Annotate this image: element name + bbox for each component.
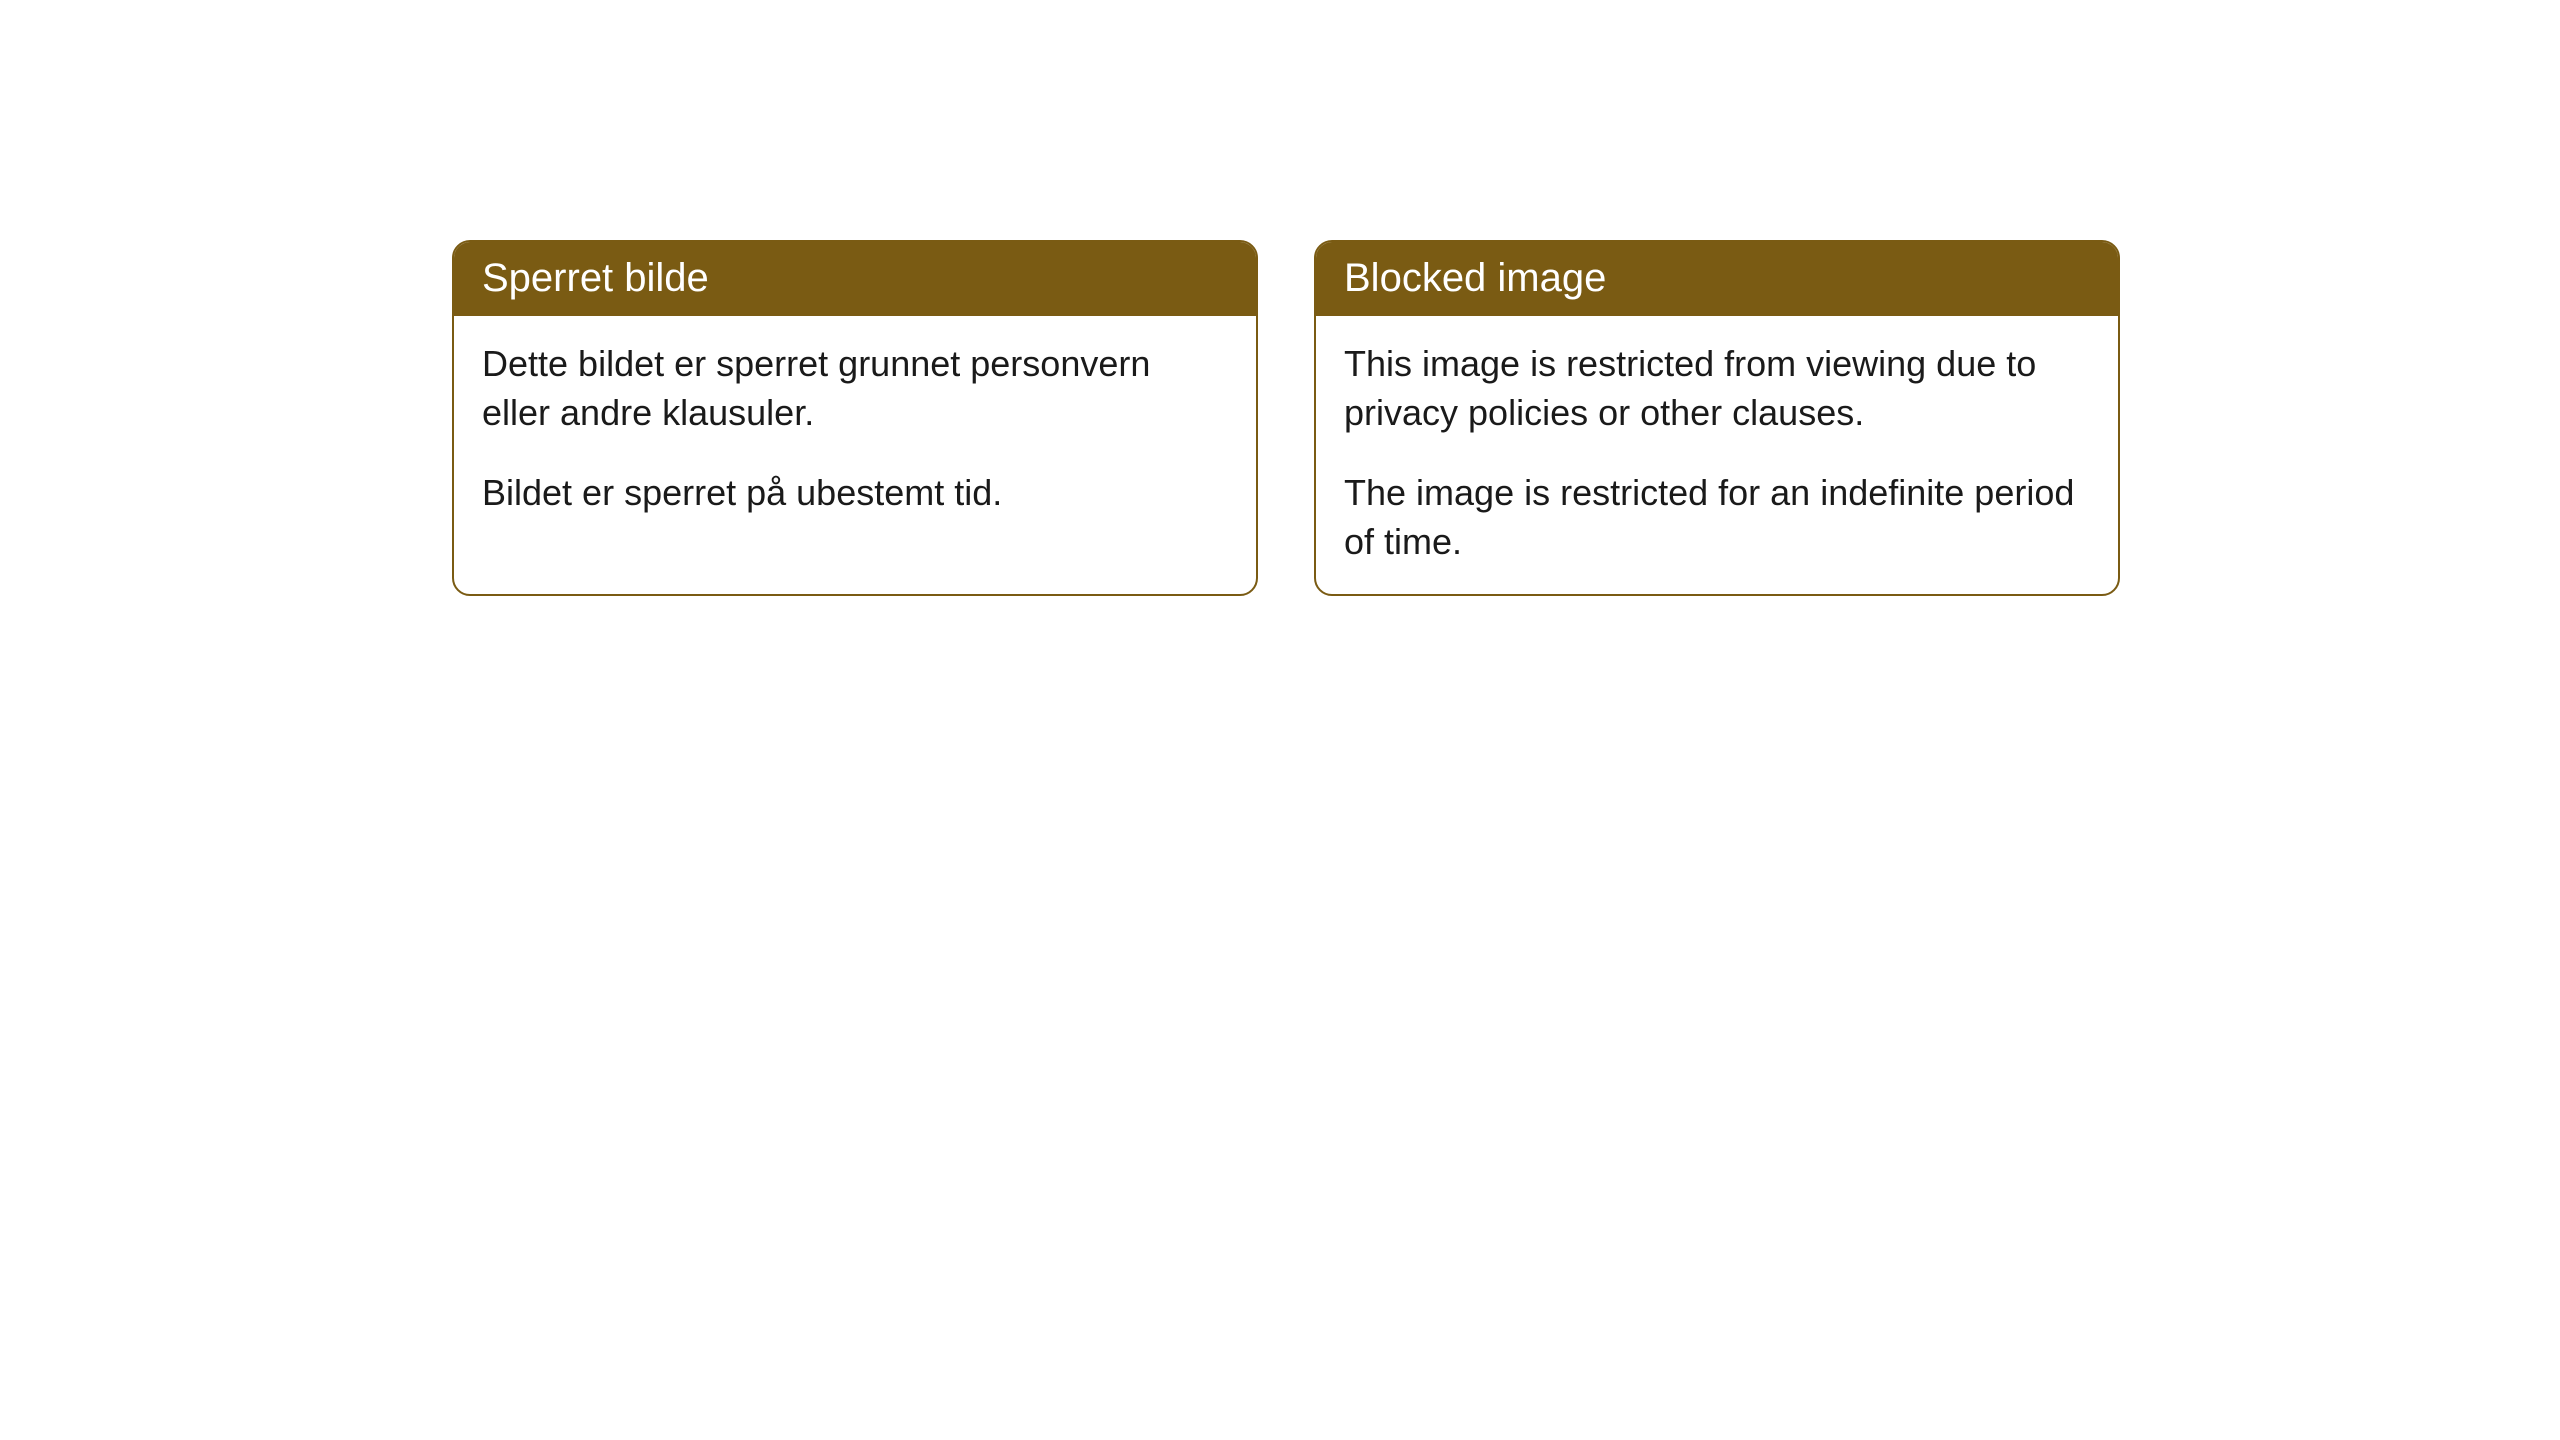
card-title-english: Blocked image [1316, 242, 2118, 316]
notice-container: Sperret bilde Dette bildet er sperret gr… [0, 0, 2560, 596]
card-title-norwegian: Sperret bilde [454, 242, 1256, 316]
blocked-image-card-norwegian: Sperret bilde Dette bildet er sperret gr… [452, 240, 1258, 596]
blocked-image-card-english: Blocked image This image is restricted f… [1314, 240, 2120, 596]
card-paragraph-english-2: The image is restricted for an indefinit… [1344, 469, 2090, 566]
card-paragraph-english-1: This image is restricted from viewing du… [1344, 340, 2090, 437]
card-paragraph-norwegian-2: Bildet er sperret på ubestemt tid. [482, 469, 1228, 518]
card-body-norwegian: Dette bildet er sperret grunnet personve… [454, 316, 1256, 562]
card-paragraph-norwegian-1: Dette bildet er sperret grunnet personve… [482, 340, 1228, 437]
card-body-english: This image is restricted from viewing du… [1316, 316, 2118, 594]
